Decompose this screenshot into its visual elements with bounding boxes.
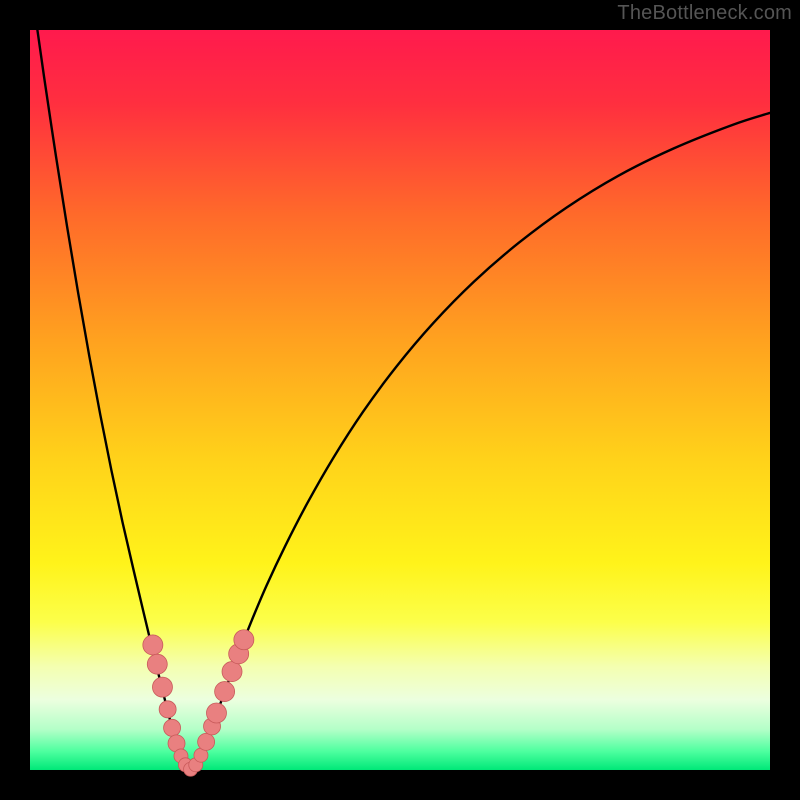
watermark-text: TheBottleneck.com (617, 2, 792, 25)
plot-background (30, 30, 770, 770)
curve-marker (152, 677, 172, 697)
chart-root: TheBottleneck.com (0, 0, 800, 800)
curve-marker (159, 701, 176, 718)
curve-marker (147, 654, 167, 674)
curve-marker (143, 635, 163, 655)
curve-marker (206, 703, 226, 723)
bottleneck-curve-chart (0, 0, 800, 800)
curve-marker (234, 630, 254, 650)
curve-marker (164, 719, 181, 736)
curve-marker (198, 733, 215, 750)
curve-marker (222, 662, 242, 682)
curve-marker (215, 682, 235, 702)
